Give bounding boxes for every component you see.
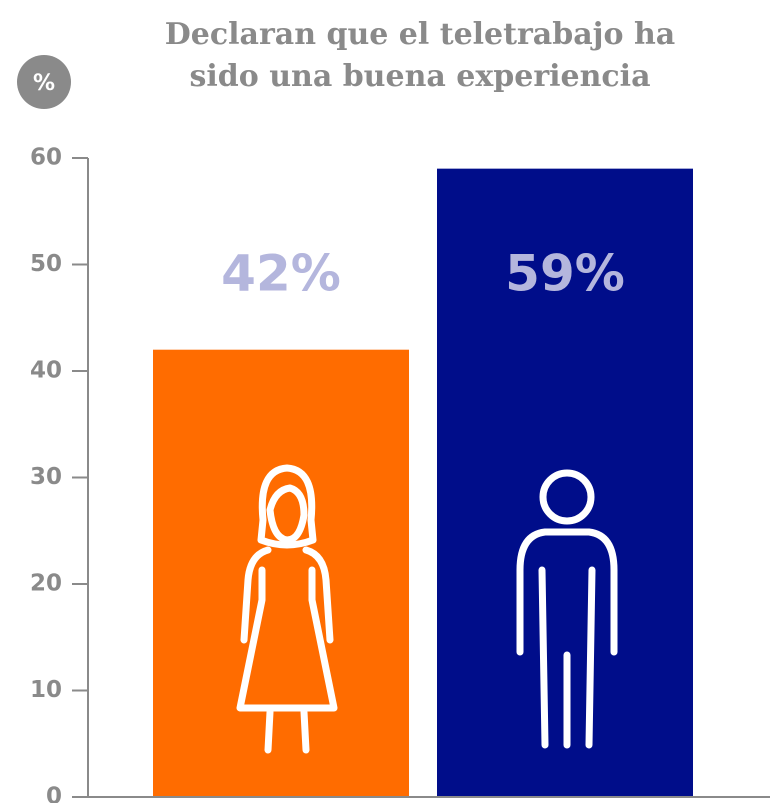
y-tick-label: 30: [30, 464, 62, 490]
y-tick-label: 20: [30, 571, 62, 597]
y-tick-label: 50: [30, 251, 62, 277]
unit-badge: [17, 55, 71, 109]
y-tick-label: 40: [30, 358, 62, 384]
y-tick-label: 0: [46, 784, 62, 803]
bar: [153, 349, 409, 797]
data-label: 42%: [221, 245, 341, 303]
chart-title: Declaran que el teletrabajo ha: [165, 17, 675, 52]
y-tick-label: 60: [30, 145, 62, 171]
data-label: 59%: [505, 245, 625, 303]
y-tick-label: 10: [30, 677, 62, 703]
y-axis-label: %: [33, 71, 55, 96]
woman-icon: [236, 464, 338, 754]
chart-title: sido una buena experiencia: [189, 59, 650, 94]
man-icon: [516, 469, 618, 749]
